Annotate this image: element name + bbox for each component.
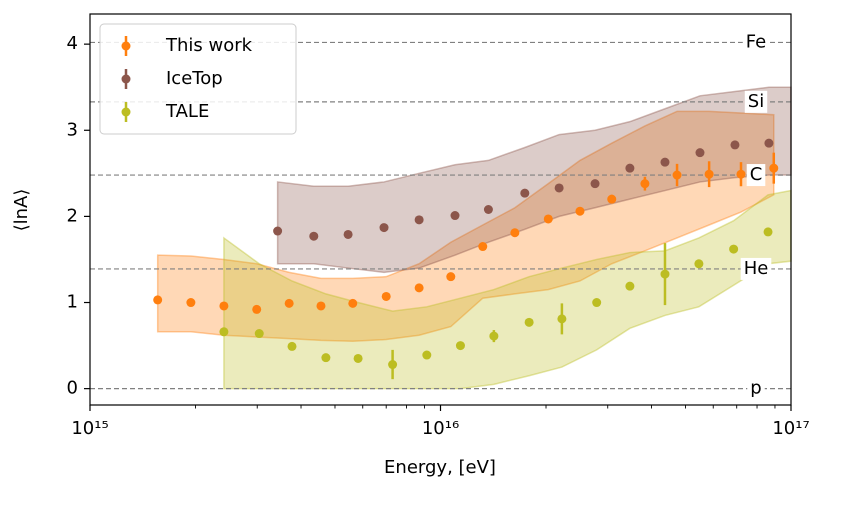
reference-label-bg [744, 90, 768, 113]
reference-label: Si [748, 91, 764, 112]
data-point [284, 298, 294, 308]
reference-label: He [744, 258, 769, 279]
data-point [379, 223, 389, 233]
data-point [381, 291, 391, 301]
reference-label: C [750, 164, 763, 185]
data-point [590, 179, 600, 189]
data-point [414, 215, 424, 225]
data-point [316, 301, 326, 311]
legend-label: TALE [165, 101, 209, 122]
data-point [672, 170, 682, 180]
x-axis-label: Energy, [eV] [384, 457, 496, 478]
data-point [524, 317, 534, 327]
y-tick-label: 0 [67, 378, 78, 399]
data-point [422, 350, 432, 360]
data-point [219, 327, 229, 337]
data-point [660, 269, 670, 279]
y-tick-label: 2 [67, 205, 78, 226]
data-point [543, 214, 553, 224]
reference-label: p [750, 378, 761, 399]
data-point [483, 205, 493, 214]
data-point [520, 188, 530, 198]
data-point [388, 360, 398, 370]
data-point [607, 194, 617, 204]
data-point [695, 148, 705, 158]
legend-marker [121, 74, 131, 84]
data-point [353, 353, 363, 363]
data-point [273, 226, 283, 236]
legend-label: IceTop [166, 68, 223, 89]
legend-marker [121, 107, 131, 117]
data-point [153, 295, 163, 305]
data-point [309, 231, 319, 241]
x-tick-label: 10¹⁵ [71, 418, 108, 439]
data-point [186, 298, 196, 308]
band [156, 110, 775, 343]
data-point [694, 259, 704, 269]
data-point [455, 341, 465, 351]
reference-label-bg [747, 377, 765, 400]
data-point [704, 169, 714, 179]
reference-label: Fe [746, 31, 766, 52]
reference-label-bg [746, 164, 766, 187]
data-point [640, 179, 650, 189]
data-point [287, 341, 297, 351]
x-tick-label: 10¹⁶ [422, 418, 459, 439]
data-point [321, 353, 331, 363]
reference-label-bg [742, 31, 770, 54]
y-tick-label: 1 [67, 292, 78, 313]
data-point [478, 242, 488, 252]
data-point [554, 183, 564, 193]
data-point [575, 206, 585, 216]
data-point [489, 331, 499, 341]
data-point [730, 140, 740, 150]
data-point [764, 138, 774, 148]
data-point [414, 283, 424, 293]
data-point [769, 163, 779, 173]
reference-label-bg [740, 257, 772, 280]
data-point [660, 157, 670, 167]
x-tick-label: 10¹⁷ [772, 418, 809, 439]
data-point [625, 163, 635, 173]
data-point [219, 301, 229, 311]
legend-marker [121, 41, 131, 51]
legend-box [99, 23, 297, 135]
data-point [343, 229, 353, 239]
data-point [252, 304, 262, 314]
data-point [625, 281, 635, 291]
y-tick-label: 4 [67, 33, 78, 54]
data-point [446, 272, 456, 282]
y-tick-label: 3 [67, 119, 78, 140]
data-point [510, 228, 520, 238]
data-point [729, 244, 739, 254]
legend-label: This work [165, 35, 253, 56]
data-point [254, 329, 264, 339]
y-axis-label: ⟨lnA⟩ [11, 189, 32, 232]
data-point [736, 169, 746, 179]
data-point [348, 298, 358, 308]
data-point [450, 211, 460, 221]
data-point [557, 314, 567, 324]
data-point [592, 298, 602, 308]
data-point [763, 227, 773, 237]
